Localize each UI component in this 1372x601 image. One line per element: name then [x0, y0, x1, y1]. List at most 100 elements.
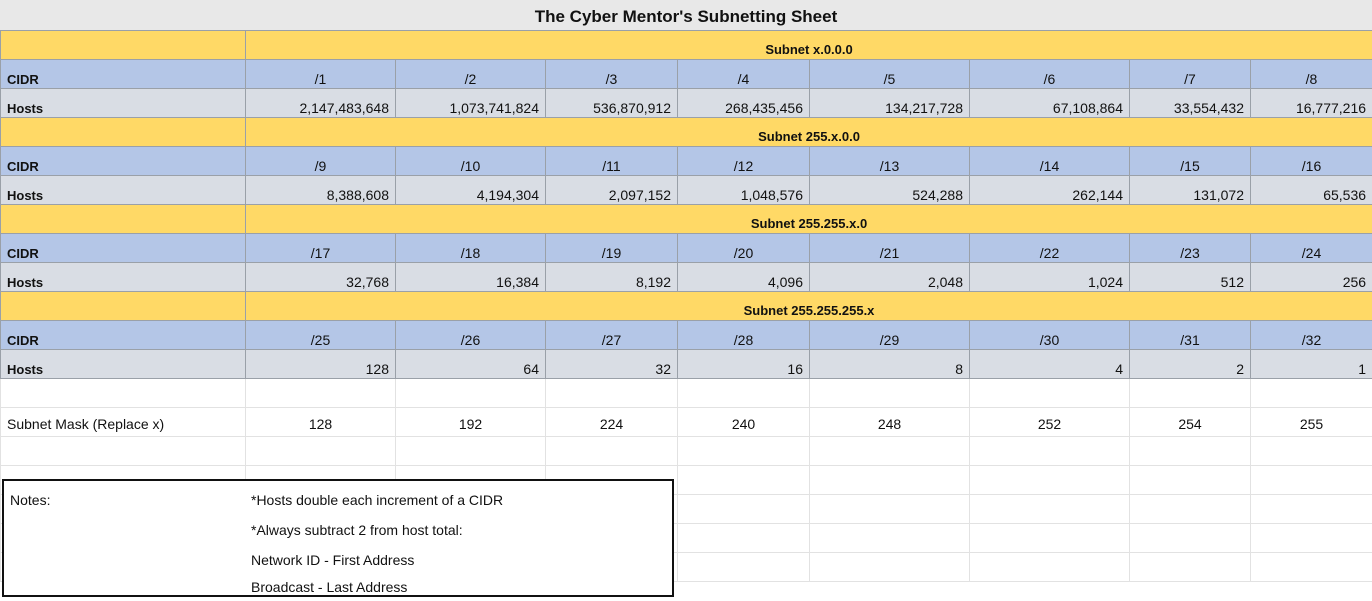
empty-cell[interactable]	[1129, 494, 1251, 524]
cidr-label[interactable]: CIDR	[0, 233, 246, 263]
subnet-mask-cell[interactable]: 248	[809, 407, 970, 437]
hosts-cell[interactable]: 128	[245, 349, 396, 379]
empty-cell[interactable]	[809, 465, 970, 495]
cidr-cell[interactable]: /9	[245, 146, 396, 176]
empty-cell[interactable]	[677, 494, 810, 524]
empty-cell[interactable]	[1249, 523, 1372, 553]
empty-cell[interactable]	[809, 494, 970, 524]
cidr-cell[interactable]: /1	[245, 59, 396, 89]
empty-cell[interactable]	[809, 523, 970, 553]
cidr-cell[interactable]: /25	[245, 320, 396, 350]
empty-cell[interactable]	[969, 465, 1130, 495]
cidr-cell[interactable]: /16	[1249, 146, 1372, 176]
empty-cell[interactable]	[545, 436, 678, 466]
empty-cell[interactable]	[0, 378, 246, 408]
cidr-cell[interactable]: /6	[969, 59, 1130, 89]
hosts-cell[interactable]: 67,108,864	[969, 88, 1130, 118]
cidr-cell[interactable]: /15	[1129, 146, 1251, 176]
hosts-cell[interactable]: 32	[545, 349, 678, 379]
hosts-cell[interactable]: 131,072	[1129, 175, 1251, 205]
subnet-mask-cell[interactable]: 254	[1129, 407, 1251, 437]
empty-cell[interactable]	[809, 552, 970, 582]
cidr-cell[interactable]: /4	[677, 59, 810, 89]
cidr-cell[interactable]: /11	[545, 146, 678, 176]
cidr-cell[interactable]: /31	[1129, 320, 1251, 350]
cidr-cell[interactable]: /20	[677, 233, 810, 263]
cidr-cell[interactable]: /17	[245, 233, 396, 263]
empty-cell[interactable]	[545, 378, 678, 408]
cidr-label[interactable]: CIDR	[0, 320, 246, 350]
cidr-cell[interactable]: /30	[969, 320, 1130, 350]
cidr-cell[interactable]: /8	[1249, 59, 1372, 89]
hosts-cell[interactable]: 8,192	[545, 262, 678, 292]
empty-cell[interactable]	[677, 378, 810, 408]
cidr-cell[interactable]: /23	[1129, 233, 1251, 263]
hosts-label[interactable]: Hosts	[0, 262, 246, 292]
empty-cell[interactable]	[677, 465, 810, 495]
cidr-cell[interactable]: /13	[809, 146, 970, 176]
cidr-cell[interactable]: /21	[809, 233, 970, 263]
hosts-cell[interactable]: 1,024	[969, 262, 1130, 292]
hosts-cell[interactable]: 1,048,576	[677, 175, 810, 205]
hosts-cell[interactable]: 536,870,912	[545, 88, 678, 118]
hosts-cell[interactable]: 134,217,728	[809, 88, 970, 118]
hosts-cell[interactable]: 524,288	[809, 175, 970, 205]
hosts-cell[interactable]: 16,384	[395, 262, 546, 292]
cidr-label[interactable]: CIDR	[0, 146, 246, 176]
hosts-cell[interactable]: 1	[1249, 349, 1372, 379]
empty-cell[interactable]	[1129, 465, 1251, 495]
hosts-cell[interactable]: 33,554,432	[1129, 88, 1251, 118]
hosts-cell[interactable]: 2,097,152	[545, 175, 678, 205]
empty-cell[interactable]	[1129, 378, 1251, 408]
subnet-mask-cell[interactable]: 224	[545, 407, 678, 437]
empty-cell[interactable]	[245, 378, 396, 408]
hosts-cell[interactable]: 4	[969, 349, 1130, 379]
subnet-mask-cell[interactable]: 240	[677, 407, 810, 437]
cidr-cell[interactable]: /22	[969, 233, 1130, 263]
empty-cell[interactable]	[395, 436, 546, 466]
cidr-cell[interactable]: /24	[1249, 233, 1372, 263]
subnet-mask-label[interactable]: Subnet Mask (Replace x)	[0, 407, 246, 437]
empty-cell[interactable]	[1249, 494, 1372, 524]
cidr-cell[interactable]: /19	[545, 233, 678, 263]
empty-cell[interactable]	[969, 436, 1130, 466]
empty-cell[interactable]	[1129, 436, 1251, 466]
hosts-cell[interactable]: 2,147,483,648	[245, 88, 396, 118]
subnet-mask-cell[interactable]: 252	[969, 407, 1130, 437]
section-header[interactable]: Subnet x.0.0.0	[244, 30, 1372, 60]
hosts-cell[interactable]: 2	[1129, 349, 1251, 379]
empty-cell[interactable]	[1129, 552, 1251, 582]
cidr-cell[interactable]: /2	[395, 59, 546, 89]
empty-cell[interactable]	[0, 436, 246, 466]
cidr-cell[interactable]: /18	[395, 233, 546, 263]
empty-cell[interactable]	[969, 494, 1130, 524]
empty-cell[interactable]	[1249, 436, 1372, 466]
empty-cell[interactable]	[245, 436, 396, 466]
hosts-cell[interactable]: 512	[1129, 262, 1251, 292]
empty-cell[interactable]	[969, 552, 1130, 582]
cidr-cell[interactable]: /14	[969, 146, 1130, 176]
empty-cell[interactable]	[677, 552, 810, 582]
section-header[interactable]: Subnet 255.255.x.0	[244, 204, 1372, 234]
hosts-cell[interactable]: 64	[395, 349, 546, 379]
sheet-title[interactable]: The Cyber Mentor's Subnetting Sheet	[0, 0, 1372, 30]
cidr-cell[interactable]: /29	[809, 320, 970, 350]
empty-cell[interactable]	[677, 523, 810, 553]
notes-box[interactable]: Notes: *Hosts double each increment of a…	[2, 479, 674, 597]
hosts-cell[interactable]: 262,144	[969, 175, 1130, 205]
hosts-cell[interactable]: 4,096	[677, 262, 810, 292]
hosts-cell[interactable]: 268,435,456	[677, 88, 810, 118]
hosts-cell[interactable]: 256	[1249, 262, 1372, 292]
hosts-cell[interactable]: 16	[677, 349, 810, 379]
subnet-mask-cell[interactable]: 255	[1249, 407, 1372, 437]
empty-cell[interactable]	[1249, 465, 1372, 495]
hosts-label[interactable]: Hosts	[0, 349, 246, 379]
cidr-cell[interactable]: /26	[395, 320, 546, 350]
hosts-cell[interactable]: 2,048	[809, 262, 970, 292]
subnet-mask-cell[interactable]: 192	[395, 407, 546, 437]
cidr-cell[interactable]: /3	[545, 59, 678, 89]
hosts-cell[interactable]: 65,536	[1249, 175, 1372, 205]
cidr-cell[interactable]: /10	[395, 146, 546, 176]
cidr-cell[interactable]: /12	[677, 146, 810, 176]
empty-cell[interactable]	[677, 436, 810, 466]
